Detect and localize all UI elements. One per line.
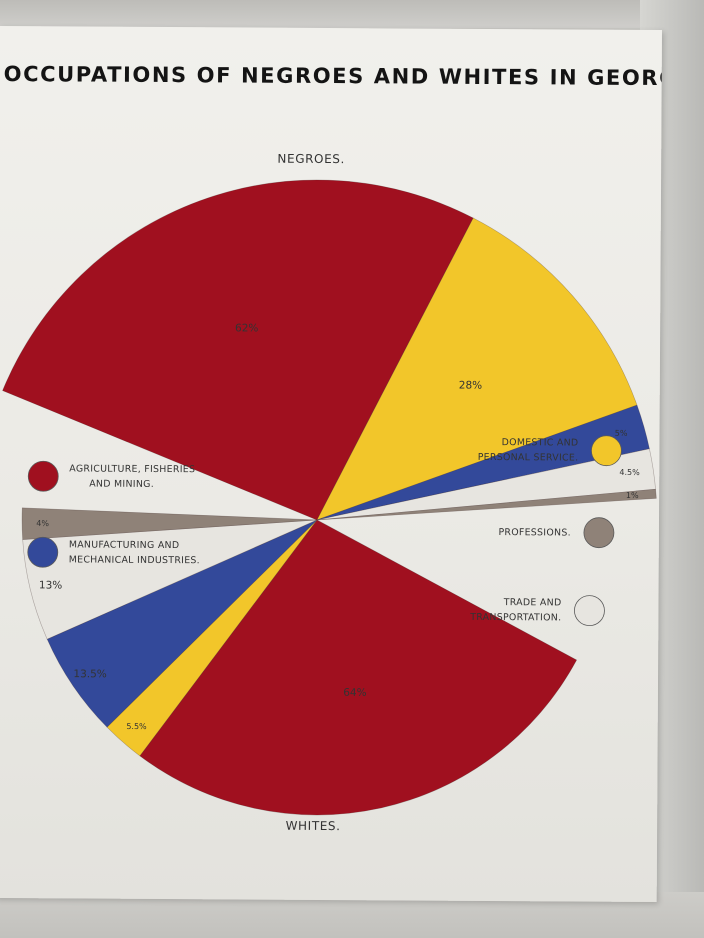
legend-label: AGRICULTURE, FISHERIES [69,463,195,475]
slice-label: 13.5% [73,668,106,680]
legend-item: MANUFACTURING AND MECHANICAL INDUSTRIES. [27,536,200,568]
pie-1: 64% 5.5% 13.5% 13% 4% WHITES. [21,507,578,833]
slice-label: 28% [459,380,482,392]
legend-item: AGRICULTURE, FISHERIES AND MINING. [27,460,195,492]
legend-item: PROFESSIONS. [498,517,615,549]
pie-slice [316,448,656,521]
pie-name: NEGROES. [277,152,345,166]
pie-name: WHITES. [286,819,341,833]
legend: AGRICULTURE, FISHERIES AND MINING. MANUFAC… [27,435,622,627]
legend-swatch [591,435,622,467]
legend-item: TRADE AND TRANSPORTATION. [469,595,605,627]
legend-label: MANUFACTURING AND [69,539,180,551]
pie-group: 62% 28% 5% 4.5% 1% NEGROES. 64% 5.5% 13.5% 13% 4% W… [2,152,657,833]
legend-swatch [27,536,59,568]
chart-title: OCCUPATIONS OF NEGROES AND WHITES IN GEO… [4,62,662,90]
pie-slice [2,179,474,521]
legend-label: AND MINING. [89,479,154,490]
legend-label: DOMESTIC AND [502,437,579,448]
legend-swatch [583,517,615,549]
slice-label: 13% [39,579,62,591]
slice-label: 5.5% [126,722,147,731]
pie-slice [22,519,318,640]
legend-label: TRADE AND [503,597,562,608]
pie-0: 62% 28% 5% 4.5% 1% NEGROES. [2,152,657,521]
legend-label: TRANSPORTATION. [469,612,561,624]
slice-label: 62% [235,322,258,334]
slice-label: 64% [343,687,366,699]
pie-slice [316,404,650,521]
legend-item: DOMESTIC AND PERSONAL SERVICE. [478,435,622,467]
legend-label: MECHANICAL INDUSTRIES. [69,554,200,566]
slice-label: 1% [626,491,639,500]
slice-label: 4.5% [619,468,640,477]
poster-sheet: OCCUPATIONS OF NEGROES AND WHITES IN GEO… [0,26,662,903]
legend-swatch [574,595,605,627]
pie-chart: OCCUPATIONS OF NEGROES AND WHITES IN GEO… [2,62,662,833]
pie-slice [316,217,638,521]
pie-slice [106,519,318,757]
pie-slice [316,488,657,521]
legend-swatch [27,460,59,492]
wall-top [0,0,704,28]
legend-label: PERSONAL SERVICE. [478,452,579,464]
pie-slice [21,507,318,540]
legend-label: PROFESSIONS. [498,527,571,538]
slice-label: 5% [615,429,628,438]
pie-slice [46,519,318,728]
slice-label: 4% [36,519,49,528]
pie-slice [139,519,578,816]
